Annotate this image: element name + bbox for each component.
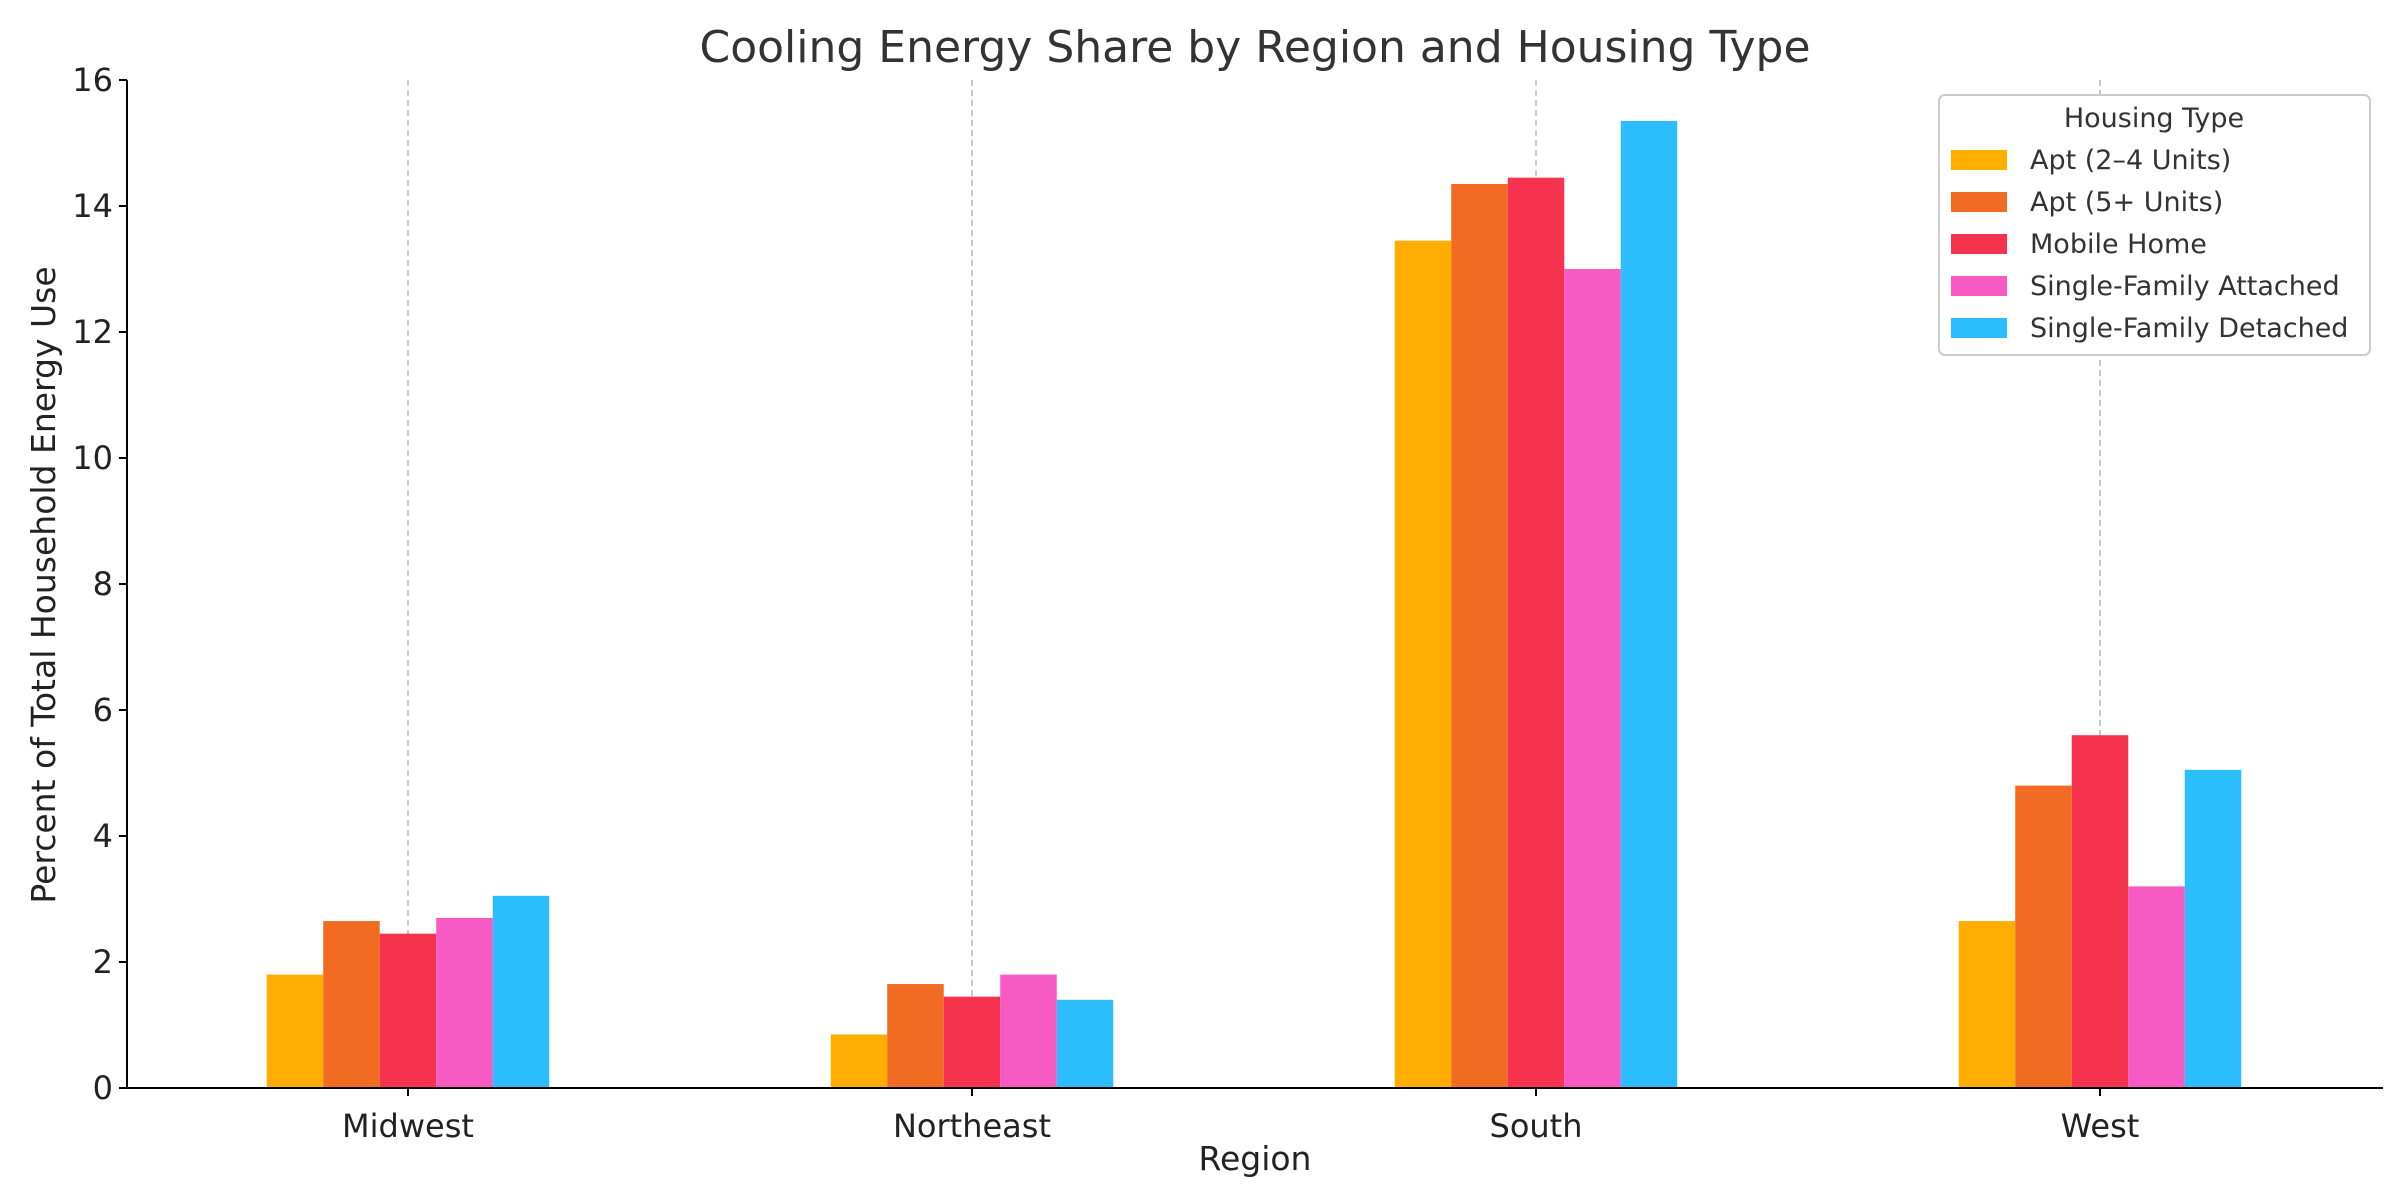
y-tick-label: 4	[93, 817, 113, 855]
bar	[1056, 999, 1114, 1088]
bar	[830, 1034, 888, 1088]
legend-items: Apt (2–4 Units) Apt (5+ Units) Mobile Home…	[1951, 145, 2348, 344]
y-tick-label: 2	[93, 943, 113, 981]
legend-swatch	[1951, 192, 2007, 212]
legend-title: Housing Type	[2064, 103, 2244, 134]
bar	[2015, 785, 2072, 1088]
bar	[436, 917, 493, 1088]
x-ticks: Midwest Northeast South West	[342, 1088, 2139, 1145]
legend-label: Single-Family Attached	[2030, 271, 2340, 302]
y-tick-label: 8	[93, 565, 113, 603]
y-ticks: 0 2 4 6 8 10 12 14 16	[72, 61, 127, 1107]
bar	[1507, 177, 1565, 1088]
legend-swatch	[1951, 276, 2007, 296]
grid-lines	[407, 80, 2101, 1088]
x-tick-label: Northeast	[893, 1107, 1051, 1145]
bar	[1394, 240, 1452, 1088]
chart-title: Cooling Energy Share by Region and Housi…	[699, 22, 1810, 73]
bar	[887, 984, 944, 1088]
legend-label: Apt (2–4 Units)	[2030, 145, 2231, 176]
legend-label: Mobile Home	[2030, 229, 2207, 260]
y-tick-label: 10	[72, 439, 113, 477]
bar	[943, 996, 1001, 1088]
legend-swatch	[1951, 150, 2007, 170]
x-axis-label: Region	[1199, 1139, 1312, 1178]
y-axis-label: Percent of Total Household Energy Use	[24, 266, 63, 903]
bar	[266, 974, 324, 1088]
bar	[1000, 974, 1057, 1088]
y-tick-label: 6	[93, 691, 113, 729]
y-tick-label: 16	[72, 61, 113, 99]
y-tick-label: 0	[93, 1069, 113, 1107]
bar	[1451, 183, 1508, 1088]
bar	[2128, 886, 2185, 1088]
bars	[266, 120, 2242, 1088]
bar	[1564, 269, 1621, 1088]
legend: Housing Type Apt (2–4 Units) Apt (5+ Unit…	[1938, 94, 2371, 356]
y-tick-label: 14	[72, 187, 113, 225]
x-tick-label: Midwest	[342, 1107, 474, 1145]
bar	[1620, 120, 1678, 1088]
legend-label: Apt (5+ Units)	[2030, 187, 2223, 218]
legend-swatch	[1951, 318, 2007, 338]
x-tick-label: South	[1490, 1107, 1583, 1145]
bar	[323, 921, 380, 1088]
bar	[2071, 735, 2129, 1088]
bar	[1958, 921, 2016, 1088]
legend-swatch	[1951, 234, 2007, 254]
legend-label: Single-Family Detached	[2030, 313, 2348, 344]
legend-frame	[1938, 94, 2371, 356]
y-tick-label: 12	[72, 313, 113, 351]
x-tick-label: West	[2061, 1107, 2140, 1145]
bar	[2184, 769, 2242, 1088]
bar	[379, 933, 437, 1088]
bar	[492, 895, 550, 1088]
